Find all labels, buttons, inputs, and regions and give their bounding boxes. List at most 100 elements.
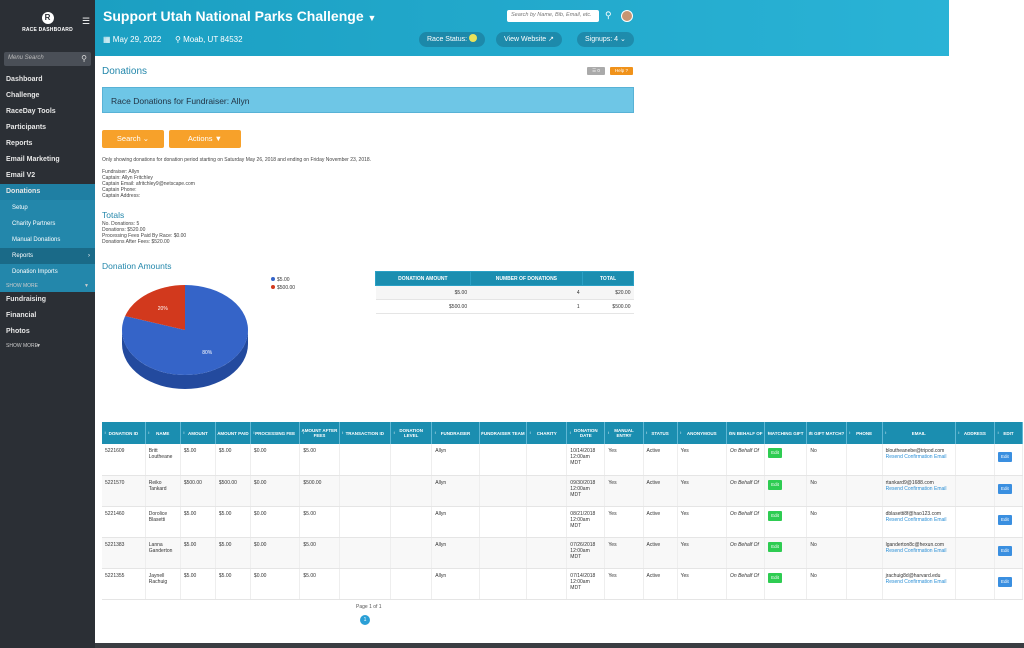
race-status-button[interactable]: Race Status: [419,32,486,47]
table-cell: Edit [994,568,1024,600]
resend-confirmation-link[interactable]: Resend Confirmation Email [885,516,947,523]
totals-info: No. Donations: 5 Donations: $520.00 Proc… [102,221,186,245]
table-cell [846,568,883,600]
edit-button[interactable]: Edit [997,483,1012,494]
column-header[interactable]: ↕ STATUS [643,422,678,444]
race-title[interactable]: Support Utah National Parks Challenge ▼ [103,8,376,24]
edit-button[interactable]: Edit [997,514,1012,525]
sidebar-item-email-v2[interactable]: Email V2 [6,172,36,179]
sidebar-item-participants[interactable]: Participants [6,124,47,131]
avatar[interactable] [621,10,633,22]
sidebar-show-more[interactable]: SHOW MORE ▼ [0,340,95,352]
resend-confirmation-link[interactable]: Resend Confirmation Email [885,485,947,492]
resend-confirmation-link[interactable]: Resend Confirmation Email [885,547,947,554]
sidebar-item-donations[interactable]: Donations [0,184,95,200]
column-header[interactable]: ↕ AMOUNT PAID [215,422,251,444]
submenu-show-more[interactable]: SHOW MORE ▼ [0,280,95,292]
legend-item[interactable]: $500.00 [271,284,295,292]
actions-button-label: Actions [187,134,213,143]
resend-confirmation-link[interactable]: Resend Confirmation Email [885,454,947,460]
column-header[interactable]: ↕ AMOUNT [180,422,216,444]
help-button[interactable]: Help ? [610,67,633,75]
matching-gift-edit-button[interactable]: Edit [768,572,782,583]
edit-button[interactable]: Edit [997,545,1012,556]
submenu-item-charity-partners[interactable]: Charity Partners [12,221,56,227]
matching-gift-edit-button[interactable]: Edit [768,541,782,552]
matching-gift-edit-button[interactable]: Edit [768,479,782,490]
column-header[interactable]: ↕ EMAIL [882,422,956,444]
resend-confirmation-link[interactable]: Resend Confirmation Email [885,578,947,585]
column-header-label: AMOUNT [187,430,208,436]
sidebar-item-fundraising[interactable]: Fundraising [6,296,47,303]
header-search-input[interactable]: Search by Name, Bib, Email, etc. [507,10,599,22]
pie-slice[interactable] [125,285,185,330]
column-header[interactable]: ↕ PHONE [846,422,883,444]
email-text: bloutheanebe@tripod.com [885,448,945,454]
column-header[interactable]: ↕ FUNDRAISER TEAM [479,422,528,444]
table-cell: $0.00 [250,506,301,538]
search-button[interactable]: Search ⌄ [102,130,164,148]
bottom-bar [95,643,1024,648]
sidebar: R RACE DASHBOARD ☰ Menu Search ⚲ Dashboa… [0,0,95,648]
column-header[interactable]: ↕ PROCESSING FEE [250,422,301,444]
column-header[interactable]: ↕ DONATION DATE [566,422,606,444]
table-cell: $5.00 [215,506,251,538]
edit-button[interactable]: Edit [997,452,1012,462]
table-cell: Jaynell Rachuig [145,568,181,600]
logo-text: RACE DASHBOARD [22,27,73,33]
actions-button[interactable]: Actions ▼ [169,130,241,148]
column-header[interactable]: ↕ DONATION ID [102,422,146,444]
column-header[interactable]: NUMBER OF DONATIONS [469,271,584,286]
column-header[interactable]: ↕ NAME [145,422,181,444]
search-icon[interactable]: ⚲ [81,54,87,63]
sidebar-item-dashboard[interactable]: Dashboard [6,76,43,83]
sidebar-item-photos[interactable]: Photos [6,328,30,335]
submenu-item-reports[interactable]: Reports › [0,248,95,264]
table-cell: $0.00 [250,444,301,476]
matching-gift-edit-button[interactable]: Edit [768,510,782,521]
map-pin-icon: ⚲ [175,35,181,44]
column-header[interactable]: ↕ CHARITY [526,422,568,444]
column-header-label: PROCESSING FEE [255,430,296,436]
sidebar-item-email-marketing[interactable]: Email Marketing [6,156,60,163]
column-header[interactable]: ↕ ON BEHALF OF [726,422,766,444]
search-icon[interactable]: ⚲ [605,10,612,20]
hamburger-menu-icon[interactable]: ☰ [82,16,91,26]
sidebar-item-challenge[interactable]: Challenge [6,92,40,99]
page-number-button[interactable]: 1 [360,615,370,625]
column-header-label: DONATION ID [108,430,139,436]
signups-dropdown[interactable]: Signups: 4 ⌄ [577,32,634,47]
edit-button[interactable]: Edit [997,576,1012,587]
sidebar-item-reports[interactable]: Reports [6,140,33,147]
fundraiser-info: Fundraiser: Allyn Captain: Allyn Fritchl… [102,169,195,199]
sidebar-item-financial[interactable]: Financial [6,312,37,319]
column-header[interactable]: ↕ FUNDRAISER [431,422,480,444]
submenu-item-setup[interactable]: Setup [12,205,28,211]
column-header[interactable]: DONATION AMOUNT [375,271,471,286]
column-header[interactable]: TOTAL [582,271,634,286]
column-header[interactable]: ↕ AMOUNT AFTER FEES [299,422,340,444]
table-header-row: DONATION AMOUNT NUMBER OF DONATIONS TOTA… [375,271,634,286]
table-cell: Yes [604,444,644,476]
menu-search-placeholder: Menu Search [8,55,44,61]
caret-down-icon: ▼ [367,13,377,23]
table-cell: $5.00 [299,444,340,476]
view-website-button[interactable]: View Website ↗ [496,32,562,47]
column-header[interactable]: ↕ MATCHING GIFT [764,422,808,444]
column-header[interactable]: ↕ IS GIFT MATCH? [806,422,847,444]
logo[interactable]: R RACE DASHBOARD [0,8,95,33]
column-header[interactable]: ↕ EDIT [994,422,1024,444]
column-header[interactable]: ↕ TRANSACTION ID [339,422,392,444]
submenu-item-manual-donations[interactable]: Manual Donations [12,237,61,243]
column-header[interactable]: ↕ MANUAL ENTRY [604,422,644,444]
submenu-item-donation-imports[interactable]: Donation Imports [12,269,58,275]
column-header[interactable]: ↕ ANONYMOUS [677,422,728,444]
menu-search-input[interactable]: Menu Search ⚲ [4,52,91,66]
grey-toolbar-button[interactable]: ☰ 0 [587,67,605,75]
column-header[interactable]: ↕ DONATION LEVEL [390,422,433,444]
column-header[interactable]: ↕ ADDRESS [955,422,995,444]
legend-item[interactable]: $5.00 [271,276,295,284]
matching-gift-edit-button[interactable]: Edit [768,448,782,458]
sidebar-item-raceday-tools[interactable]: RaceDay Tools [6,108,56,115]
table-cell: $5.00 [180,568,216,600]
